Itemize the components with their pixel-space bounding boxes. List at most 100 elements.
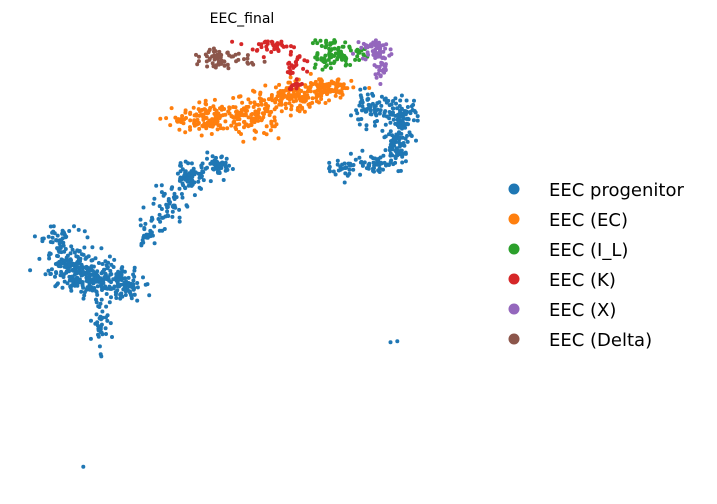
scatter-point (340, 52, 345, 57)
scatter-point (164, 116, 169, 121)
legend-marker (508, 273, 520, 285)
scatter-point (305, 69, 310, 74)
scatter-point (381, 153, 386, 158)
scatter-point (355, 54, 360, 59)
scatter-point (287, 97, 292, 102)
scatter-point (276, 136, 281, 141)
scatter-point (91, 269, 95, 273)
scatter-point (185, 179, 190, 184)
scatter-point (224, 156, 229, 161)
scatter-point (100, 288, 104, 292)
scatter-point (371, 166, 375, 171)
scatter-point (290, 83, 295, 88)
scatter-point (100, 315, 105, 320)
scatter-point (183, 159, 188, 164)
scatter-point (351, 51, 355, 56)
scatter-point (212, 57, 217, 62)
scatter-point (327, 160, 332, 165)
scatter-point (388, 340, 393, 345)
scatter-point (379, 62, 384, 67)
scatter-point (132, 274, 137, 279)
scatter-point (236, 51, 241, 56)
scatter-point (288, 113, 293, 118)
scatter-point (240, 100, 245, 105)
scatter-point (326, 57, 331, 62)
scatter-point (86, 275, 91, 280)
scatter-point (355, 47, 360, 52)
scatter-point (89, 272, 94, 277)
scatter-point (169, 186, 174, 191)
scatter-point (233, 105, 238, 110)
scatter-point (332, 46, 337, 51)
scatter-point (248, 100, 253, 105)
scatter-point (248, 123, 253, 128)
scatter-point (395, 339, 400, 344)
scatter-point (161, 193, 166, 198)
chart-title: EEC_final (210, 11, 275, 27)
scatter-point (37, 256, 42, 261)
scatter-point (338, 49, 343, 54)
scatter-point (348, 151, 353, 156)
scatter-point (97, 305, 102, 309)
scatter-point (403, 159, 408, 164)
scatter-point (275, 41, 280, 46)
scatter-point (80, 280, 85, 285)
scatter-point (64, 269, 69, 274)
scatter-point (399, 149, 404, 153)
scatter-point (119, 270, 124, 275)
legend-label: EEC (I_L) (549, 240, 628, 261)
scatter-point (55, 246, 60, 251)
scatter-point (90, 288, 95, 293)
scatter-point (234, 127, 239, 132)
scatter-point (64, 255, 69, 260)
scatter-point (281, 95, 286, 100)
scatter-point (357, 155, 362, 160)
series-3 (310, 38, 370, 72)
scatter-point (80, 283, 85, 288)
scatter-point (141, 240, 146, 245)
scatter-point (404, 110, 409, 115)
scatter-point (362, 107, 367, 112)
scatter-point (239, 113, 244, 118)
scatter-point (221, 113, 226, 118)
scatter-point (184, 116, 188, 120)
scatter-point (93, 256, 98, 261)
legend-marker (508, 183, 520, 195)
scatter-point (294, 77, 299, 82)
scatter-point (72, 224, 76, 229)
scatter-point (360, 148, 365, 153)
scatter-point (308, 81, 313, 85)
scatter-point (108, 268, 113, 273)
scatter-point (301, 97, 306, 102)
scatter-point (188, 127, 193, 132)
scatter-point (400, 154, 405, 159)
scatter-point (310, 96, 315, 101)
scatter-point (299, 89, 304, 93)
scatter-point (48, 272, 53, 276)
scatter-point (383, 122, 388, 127)
scatter-point (269, 119, 274, 124)
scatter-point (329, 79, 334, 84)
scatter-point (46, 234, 51, 239)
scatter-point (338, 167, 343, 172)
scatter-point (198, 113, 203, 117)
scatter-point (188, 118, 193, 123)
scatter-point (302, 109, 307, 114)
scatter-point (338, 95, 343, 100)
scatter-point (301, 66, 306, 71)
scatter-point (222, 59, 227, 64)
scatter-point (194, 52, 198, 57)
scatter-point (276, 49, 281, 53)
scatter-point (377, 40, 381, 45)
scatter-point (317, 92, 322, 97)
scatter-point (373, 123, 377, 128)
scatter-point (157, 228, 162, 233)
scatter-point (331, 169, 336, 174)
scatter-point (70, 247, 75, 252)
scatter-point (373, 72, 378, 77)
scatter-point (62, 231, 67, 236)
scatter-point (323, 83, 328, 88)
scatter-point (393, 96, 398, 101)
scatter-point (404, 98, 409, 103)
scatter-point (265, 104, 270, 109)
